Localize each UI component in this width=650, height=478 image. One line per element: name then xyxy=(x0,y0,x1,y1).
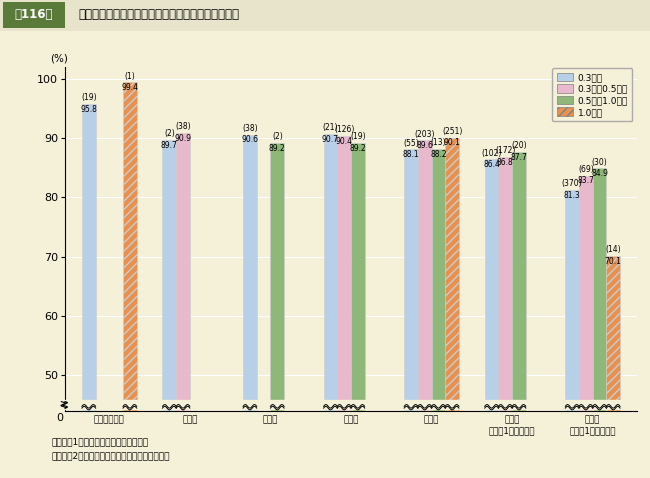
Text: 89.7: 89.7 xyxy=(161,141,177,150)
Bar xyxy=(566,190,579,411)
Text: 83.7: 83.7 xyxy=(577,176,594,185)
Text: (19): (19) xyxy=(81,93,97,102)
Bar xyxy=(418,141,432,411)
Text: 70.1: 70.1 xyxy=(604,257,621,266)
Text: 81.3: 81.3 xyxy=(564,191,580,200)
Text: 88.1: 88.1 xyxy=(403,150,419,159)
Text: (21): (21) xyxy=(322,123,338,132)
Bar xyxy=(324,134,337,411)
Text: (19): (19) xyxy=(350,132,366,141)
Bar xyxy=(445,138,459,411)
Bar xyxy=(3,2,65,28)
Text: (38): (38) xyxy=(242,124,257,133)
Text: (55): (55) xyxy=(403,139,419,148)
Text: 87.7: 87.7 xyxy=(510,152,527,162)
Bar xyxy=(579,175,593,411)
Text: 89.2: 89.2 xyxy=(350,144,366,153)
Text: 90.9: 90.9 xyxy=(175,134,192,142)
Text: 88.2: 88.2 xyxy=(430,150,447,159)
Text: 第116図: 第116図 xyxy=(14,8,53,21)
Text: 84.9: 84.9 xyxy=(591,169,608,178)
Bar xyxy=(270,143,284,411)
Text: (14): (14) xyxy=(605,245,621,254)
Bar xyxy=(162,140,176,411)
Bar xyxy=(499,157,512,411)
Text: 89.2: 89.2 xyxy=(269,144,285,153)
Text: (30): (30) xyxy=(592,158,607,167)
Text: 90.4: 90.4 xyxy=(335,137,353,146)
Bar xyxy=(176,133,190,411)
Text: 86.4: 86.4 xyxy=(483,161,500,169)
Text: (1): (1) xyxy=(125,72,135,81)
Bar xyxy=(404,150,418,411)
Bar xyxy=(512,152,526,411)
Text: (172): (172) xyxy=(495,146,515,155)
Legend: 0.3未満, 0.3以上0.5未満, 0.5以上1.0未満, 1.0以上: 0.3未満, 0.3以上0.5未満, 0.5以上1.0未満, 1.0以上 xyxy=(552,68,632,121)
Bar xyxy=(432,149,445,411)
Text: (13): (13) xyxy=(430,138,446,147)
Text: (203): (203) xyxy=(415,130,435,139)
Text: (20): (20) xyxy=(511,141,526,150)
Bar xyxy=(123,82,136,411)
Text: 90.1: 90.1 xyxy=(444,139,461,147)
Text: 90.6: 90.6 xyxy=(241,135,259,144)
Text: 90.7: 90.7 xyxy=(322,135,339,144)
Text: 団体規模別財政力指数段階別の経常収支比率の状況: 団体規模別財政力指数段階別の経常収支比率の状況 xyxy=(78,8,239,21)
Bar xyxy=(351,143,365,411)
Text: 95.8: 95.8 xyxy=(81,105,98,114)
Bar xyxy=(606,256,620,411)
Text: (370): (370) xyxy=(562,179,582,188)
Text: 2　（　）内の数値は、団体数である。: 2 （ ）内の数値は、団体数である。 xyxy=(52,452,170,461)
Bar xyxy=(485,160,499,411)
Bar xyxy=(82,104,96,411)
Text: (69): (69) xyxy=(578,165,593,174)
Text: (126): (126) xyxy=(334,125,354,134)
Text: (38): (38) xyxy=(176,122,191,131)
Text: (251): (251) xyxy=(442,127,462,136)
Text: (2): (2) xyxy=(164,129,175,138)
Bar xyxy=(593,168,606,411)
Text: (2): (2) xyxy=(272,132,283,141)
Text: 89.6: 89.6 xyxy=(416,141,433,151)
Bar xyxy=(243,135,257,411)
Text: (102): (102) xyxy=(482,149,502,158)
Bar xyxy=(337,136,351,411)
Text: 99.4: 99.4 xyxy=(122,83,138,92)
Text: (%): (%) xyxy=(51,54,68,64)
Text: （注）　1　比率は、加重平均である。: （注） 1 比率は、加重平均である。 xyxy=(52,437,149,446)
Text: 86.8: 86.8 xyxy=(497,158,514,167)
Text: 0: 0 xyxy=(56,413,63,423)
